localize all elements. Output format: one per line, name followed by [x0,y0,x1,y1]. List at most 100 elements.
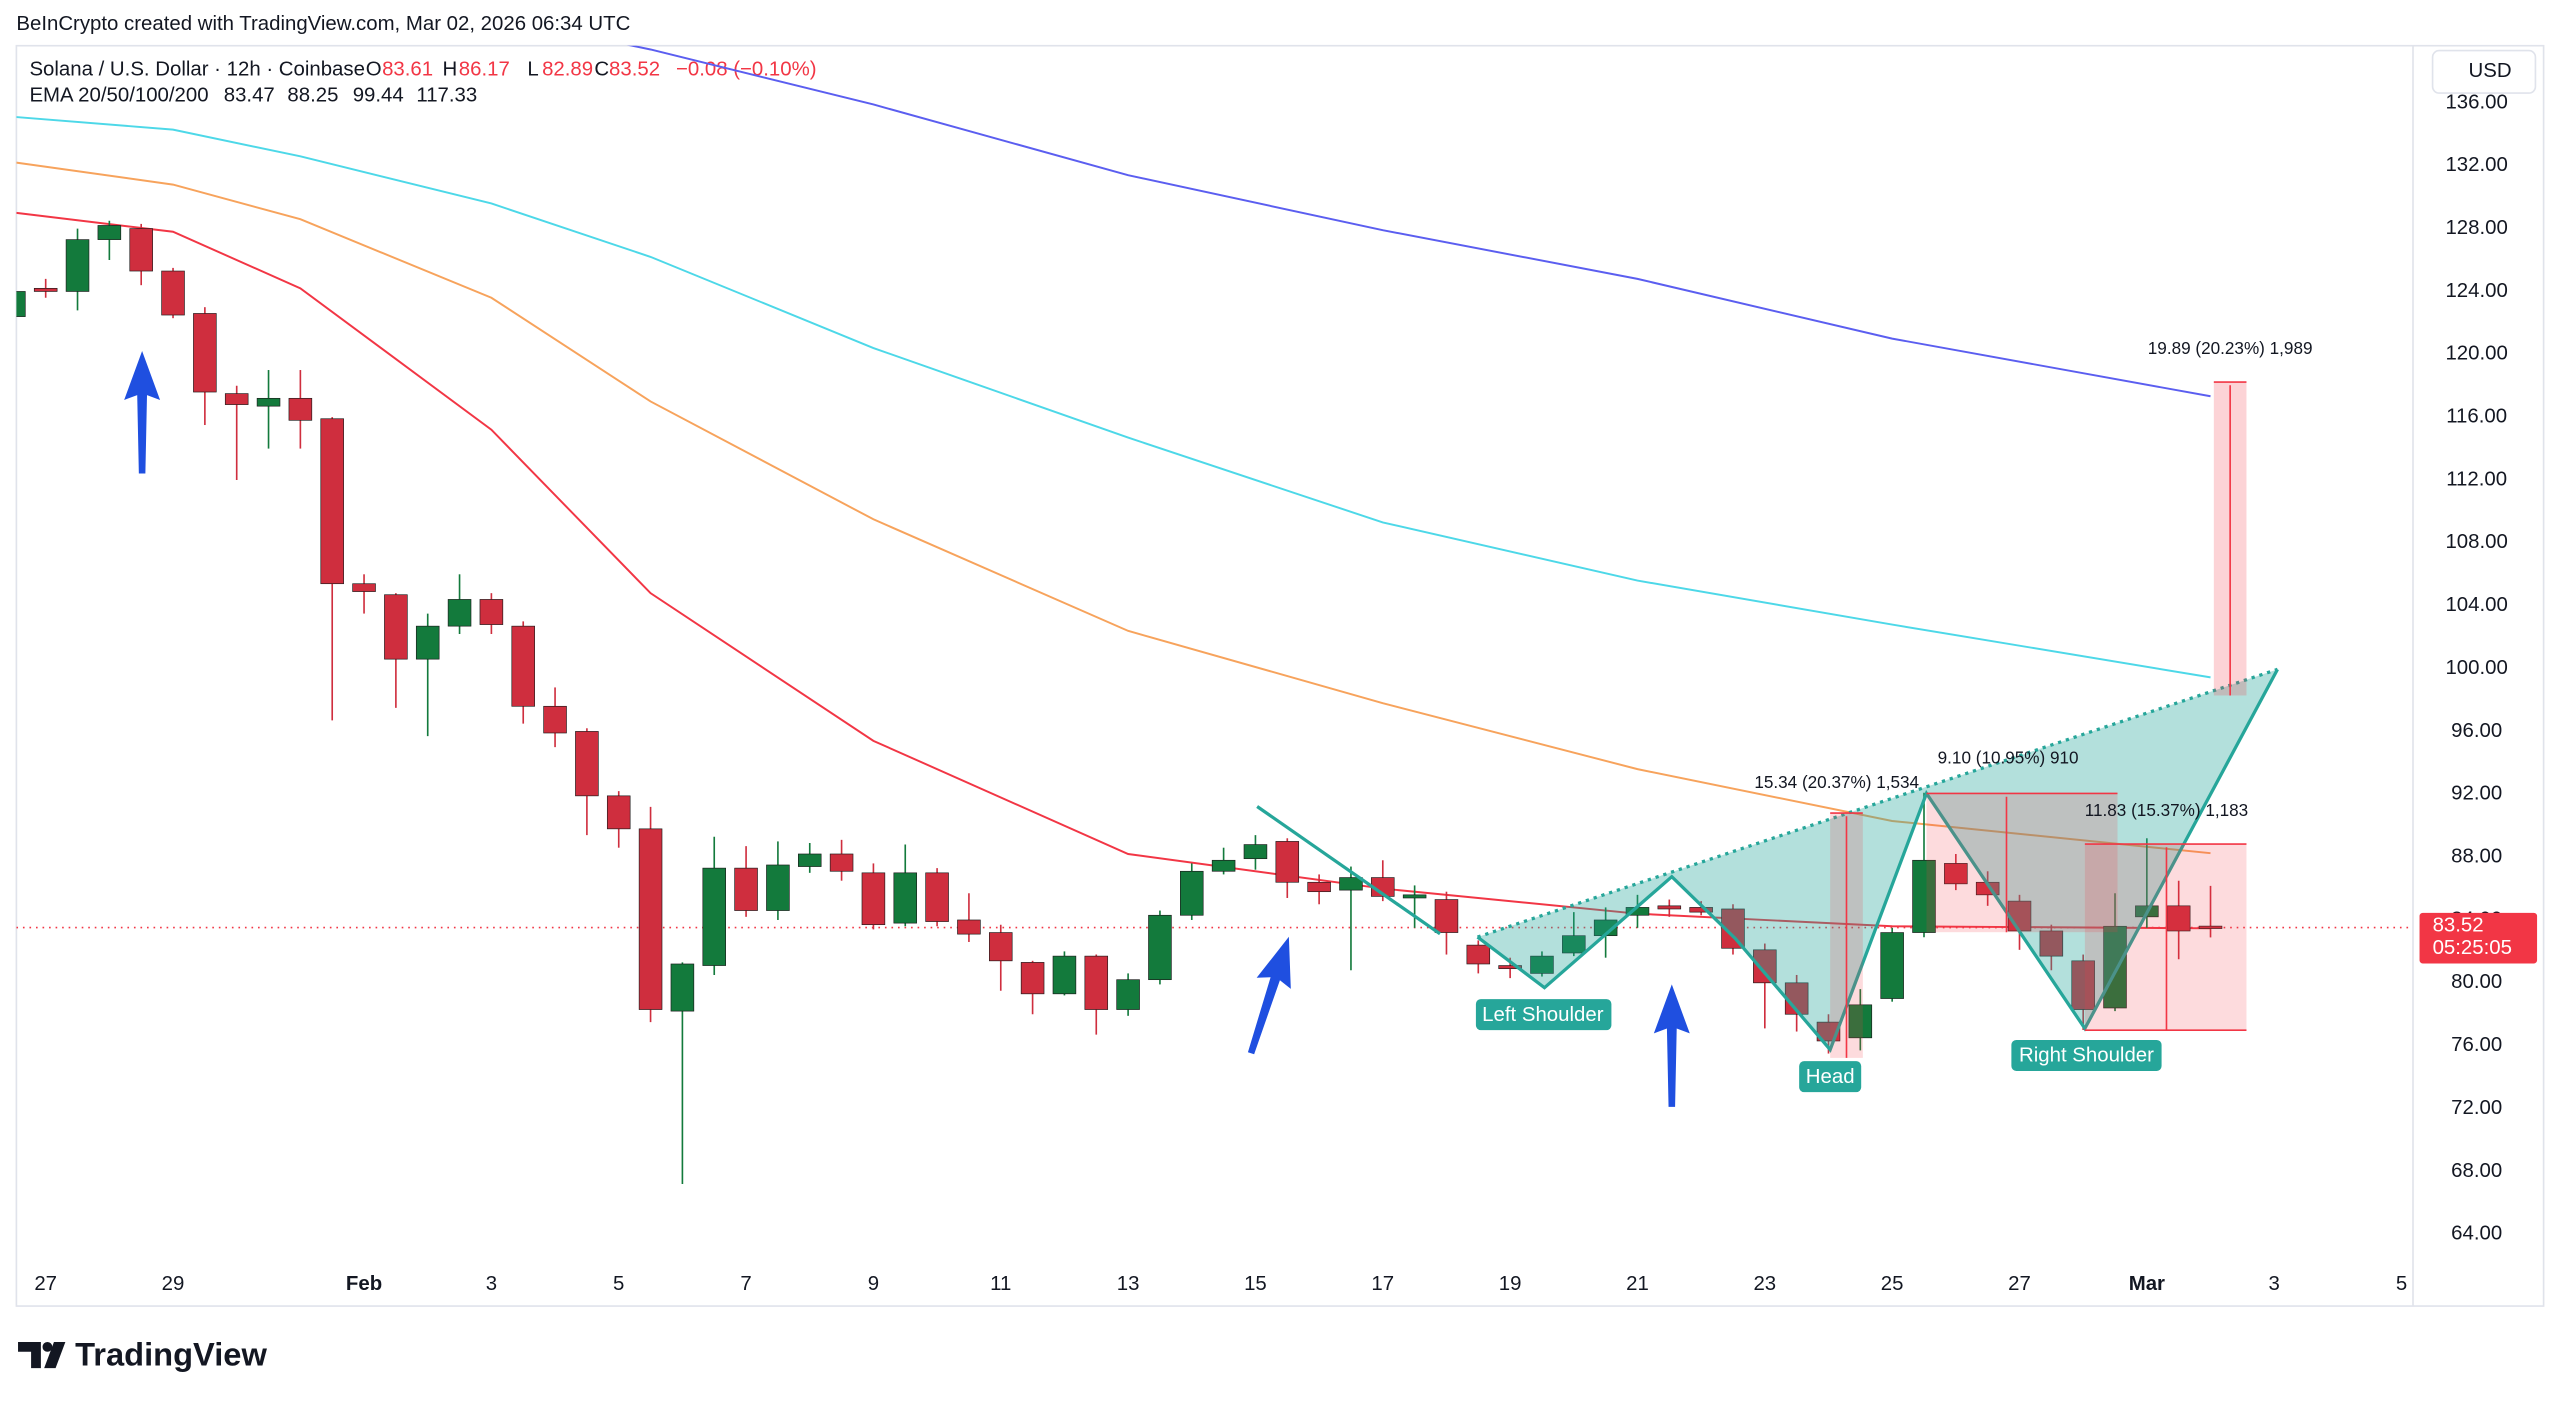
candle-body [861,872,886,926]
logo-mark [42,1341,53,1352]
pattern-label: Head [1806,1066,1855,1088]
x-tick-label: Mar [2129,1273,2165,1295]
candle-body [1116,979,1140,1010]
candle-body [33,287,58,292]
candle-body [1180,870,1204,916]
ohlc-value: 86.17 [459,59,510,81]
x-tick-label: 17 [1371,1273,1394,1295]
candle-body [797,853,822,867]
logo: TradingView [18,1335,267,1372]
candle-body [1880,932,1904,999]
ohlc-value: 83.61 [382,59,433,81]
pattern-line [1256,805,1441,936]
candle-body [1084,955,1109,1010]
candle-body [829,853,854,872]
ema-value: 117.33 [416,85,477,107]
plot [16,45,2413,1184]
pattern-fill [1477,669,2278,1050]
candle-body [129,228,153,272]
candle-body [479,599,504,625]
candle-body [1148,914,1172,981]
ohlc-value: 82.89 [542,59,593,81]
measure-box [2084,844,2247,1031]
candle-body [1339,877,1363,891]
candle-body [511,625,535,707]
y-tick-label: 80.00 [2451,971,2502,993]
candle-body [1944,863,1968,885]
x-tick-label: 19 [1499,1273,1522,1295]
candle-body [1211,859,1236,872]
axes: 64.0068.0072.0076.0080.0084.0088.0092.00… [34,91,2538,1295]
ema-value: 83.47 [224,85,275,107]
candle-body [224,393,249,405]
candle-body [989,932,1013,962]
candle-body [734,867,758,911]
candle-body [1243,844,1268,860]
candle-body [1466,944,1491,965]
ema-label: EMA 20/50/100/200 [29,85,208,107]
y-tick-label: 76.00 [2451,1034,2502,1056]
candle-body [16,291,26,317]
ohlc-value: 83.52 [609,59,660,81]
candle-body [1275,841,1300,883]
candle-body [575,731,599,797]
ema-line [16,161,2211,855]
price-tag [2419,912,2538,964]
candle-body [1721,908,1745,949]
candle-body [415,625,440,660]
candle-body [1530,955,1554,974]
candle-body [1657,905,1682,910]
candle-body [65,239,90,292]
y-tick-label: 88.00 [2451,846,2502,868]
candle-body [1402,894,1427,899]
credit: BeInCrypto created with TradingView.com,… [16,13,630,35]
ema-line [627,45,2211,398]
pattern-label-box [1475,999,1612,1031]
x-tick-label: 11 [990,1273,1011,1295]
y-tick-label: 128.00 [2445,217,2507,239]
pattern-line [1476,668,2279,1053]
x-tick-label: 7 [740,1273,751,1295]
x-tick-label: 9 [868,1273,879,1295]
candle-body [1498,965,1522,970]
currency-button[interactable] [2431,49,2537,94]
candle-body [2039,930,2064,957]
ohlc-key: L [527,59,538,81]
y-tick-label: 120.00 [2445,343,2507,365]
countdown: 05:25:05 [2433,937,2512,959]
x-tick-label: 25 [1881,1273,1904,1295]
x-tick-label: 5 [2396,1273,2407,1295]
y-tick-label: 104.00 [2445,594,2507,616]
frame [15,44,2545,1307]
candle-body [1307,881,1331,893]
currency[interactable]: USD [2469,60,2512,82]
candle-body [352,583,376,592]
measure-label: 19.89 (20.23%) 1,989 [2148,338,2313,358]
measure-box [1926,793,2118,933]
y-tick-label: 96.00 [2451,720,2502,742]
candle-body [893,872,918,924]
candle-body [447,599,472,627]
candle-body [2198,925,2223,929]
x-tick-label: 5 [613,1273,624,1295]
candle-body [288,397,313,421]
x-tick-label: 29 [162,1273,185,1295]
x-tick-label: 13 [1117,1273,1140,1295]
measure-label: 15.34 (20.37%) 1,534 [1754,772,1919,792]
ema-line [16,116,2211,679]
candle-body [1434,899,1459,933]
arrow [1653,984,1690,1107]
candle-body [670,963,695,1012]
price-tag-value: 83.52 [2433,914,2484,936]
y-tick-label: 132.00 [2445,154,2507,176]
pattern-label-box [2011,1039,2162,1071]
candle-body [1562,935,1586,954]
candle-body [766,864,790,911]
symbol-title: Solana / U.S. Dollar · 12h · Coinbase [29,59,364,81]
candle-body [638,828,663,1010]
x-tick-label: 21 [1626,1273,1649,1295]
candle-body [606,795,631,830]
candle-body [97,225,122,240]
